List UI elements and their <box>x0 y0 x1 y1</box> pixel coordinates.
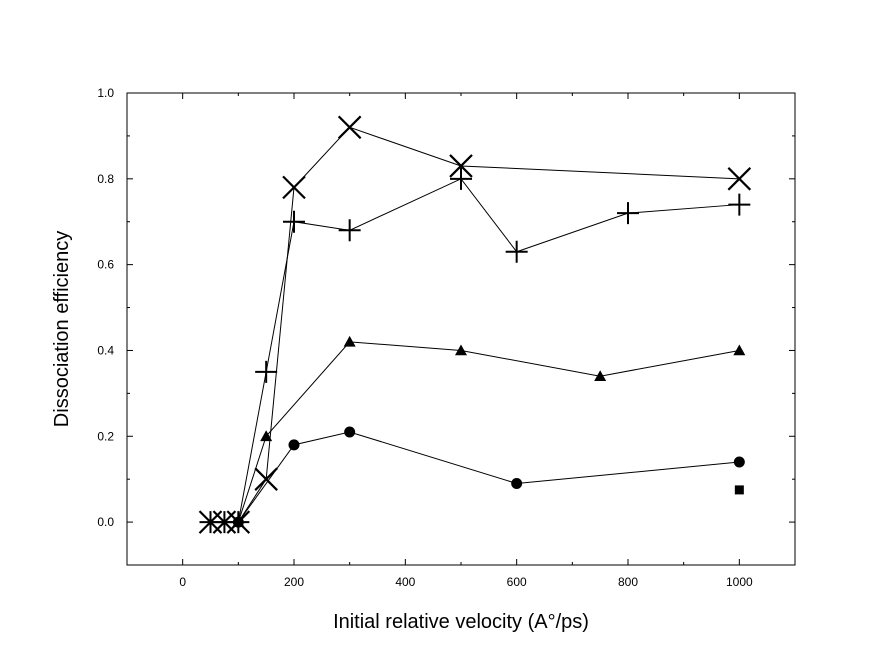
plot-frame <box>126 92 796 566</box>
plus-marker-point <box>283 210 305 233</box>
square-marker-point <box>734 485 744 495</box>
series-layer <box>198 115 752 534</box>
x-tick-label: 200 <box>284 575 304 589</box>
x-axis-label: Initial relative velocity (A°/ps) <box>333 611 589 633</box>
y-axis-label: Dissociation efficiency <box>51 231 73 427</box>
circle-marker-point <box>232 516 244 528</box>
circle-series-line <box>237 431 740 523</box>
x-marker-point <box>254 467 278 491</box>
triangle-marker-point <box>343 335 356 347</box>
x-tick-labels: 0 200 400 600 800 1000 <box>179 575 753 589</box>
square-series-group <box>734 485 744 495</box>
x-marker-point <box>449 154 473 178</box>
x-marker-point <box>727 167 752 191</box>
axis-ticks <box>127 92 795 565</box>
x-tick-label: 800 <box>618 575 638 589</box>
plus-marker-point <box>338 219 361 242</box>
y-tick-label: 0.2 <box>97 429 114 443</box>
x-series-line <box>210 126 740 523</box>
y-tick-label: 0.0 <box>97 515 114 529</box>
triangle-series-line <box>237 341 740 523</box>
circle-marker-point <box>288 439 300 451</box>
circle-series-group <box>232 426 745 528</box>
triangle-marker-point <box>733 344 746 356</box>
circle-marker-point <box>344 426 356 438</box>
x-tick-label: 400 <box>395 575 415 589</box>
plus-series-group <box>199 167 751 534</box>
x-tick-label: 600 <box>507 575 527 589</box>
plus-marker-point <box>617 202 639 225</box>
y-tick-label: 0.6 <box>97 258 114 272</box>
triangle-marker-point <box>594 370 607 381</box>
x-tick-label: 1000 <box>726 575 753 589</box>
y-tick-label: 0.8 <box>97 172 114 186</box>
triangle-marker-point <box>455 344 467 356</box>
circle-marker-point <box>511 477 523 489</box>
plus-marker-point <box>728 193 751 216</box>
x-marker-point <box>282 175 306 200</box>
circle-marker-point <box>733 456 745 468</box>
x-tick-label: 0 <box>179 575 186 589</box>
triangle-marker-point <box>260 430 273 442</box>
plus-marker-point <box>255 360 278 383</box>
y-tick-labels: 0.0 0.2 0.4 0.6 0.8 1.0 <box>97 86 114 529</box>
plus-marker-point <box>450 167 472 190</box>
x-marker-point <box>337 115 362 140</box>
y-tick-label: 0.4 <box>97 343 114 357</box>
plus-marker-point <box>505 240 528 263</box>
triangle-series-group <box>232 335 746 527</box>
y-tick-label: 1.0 <box>97 86 114 100</box>
